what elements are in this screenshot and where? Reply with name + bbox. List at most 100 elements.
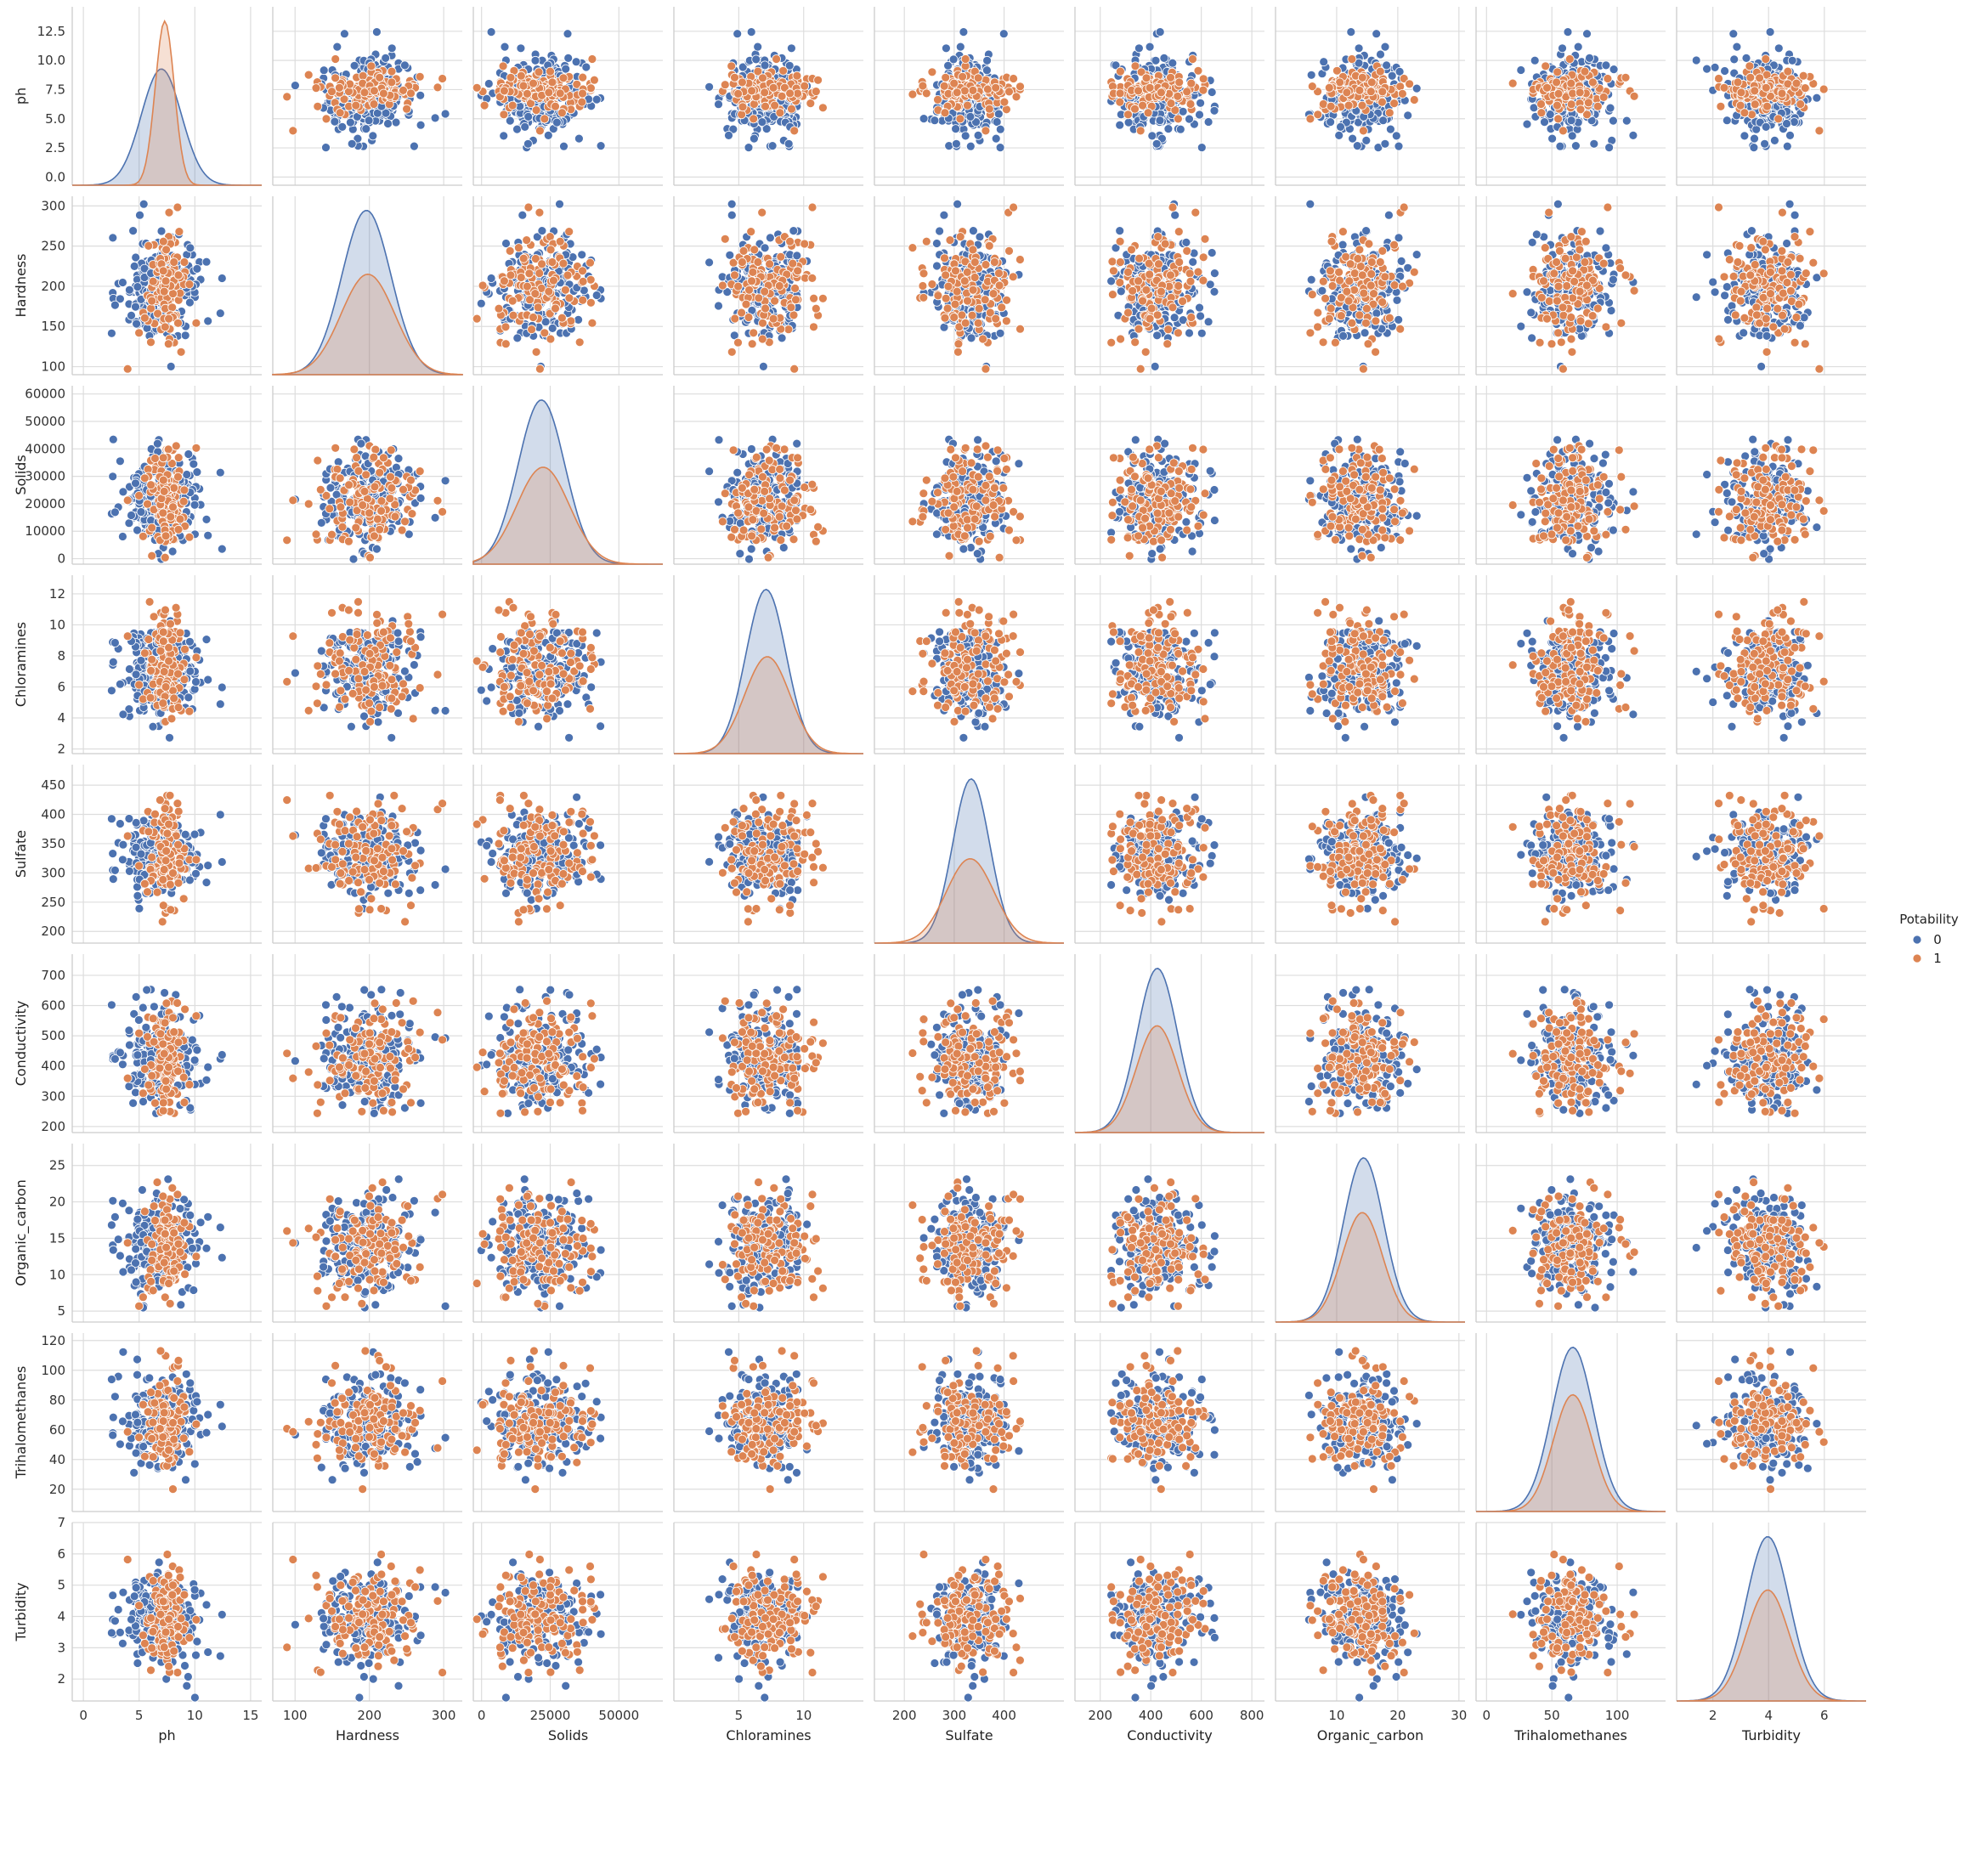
scatter-point xyxy=(561,64,571,74)
scatter-point xyxy=(757,334,767,344)
scatter-point xyxy=(955,42,965,52)
scatter-point xyxy=(807,202,817,212)
scatter-point xyxy=(1140,347,1151,357)
scatter-point xyxy=(547,323,557,333)
scatter-point xyxy=(1134,43,1144,54)
scatter-point xyxy=(574,337,585,348)
scatter-point xyxy=(941,72,951,82)
scatter-point xyxy=(586,257,595,268)
scatter-point xyxy=(770,296,779,306)
scatter-point xyxy=(1361,318,1371,328)
panel-ph-vs-Trihalomethanes xyxy=(1475,7,1666,186)
scatter-point xyxy=(1691,55,1701,65)
scatter-point xyxy=(1193,267,1203,277)
scatter-point xyxy=(506,72,516,82)
scatter-point xyxy=(1366,77,1377,88)
scatter-point xyxy=(994,268,1004,279)
scatter-point xyxy=(571,57,581,67)
scatter-point xyxy=(1344,296,1354,306)
scatter-point xyxy=(748,267,758,277)
scatter-point xyxy=(1375,257,1385,267)
scatter-point xyxy=(793,266,802,276)
scatter-point xyxy=(163,339,173,349)
scatter-point xyxy=(951,266,960,276)
scatter-point xyxy=(1146,303,1157,314)
scatter-point xyxy=(1398,281,1407,291)
scatter-point xyxy=(1151,138,1162,149)
scatter-point xyxy=(1361,135,1372,145)
scatter-point xyxy=(777,91,787,101)
scatter-point xyxy=(524,268,535,279)
kde-curve-1 xyxy=(72,19,262,186)
scatter-point xyxy=(1403,110,1413,121)
scatter-point xyxy=(578,88,587,99)
panel-ph-vs-Chloramines xyxy=(673,7,863,186)
scatter-point xyxy=(359,88,370,98)
scatter-point xyxy=(586,297,596,308)
scatter-point xyxy=(139,199,149,209)
scatter-point xyxy=(1566,78,1576,88)
scatter-point xyxy=(730,72,739,82)
scatter-point xyxy=(953,339,964,349)
scatter-point xyxy=(1364,239,1374,249)
scatter-point xyxy=(960,131,970,141)
scatter-point xyxy=(399,60,410,71)
scatter-point xyxy=(1015,82,1025,92)
scatter-point xyxy=(1174,281,1184,291)
scatter-point xyxy=(1582,29,1592,39)
scatter-point xyxy=(955,232,965,242)
scatter-point xyxy=(1755,73,1765,83)
scatter-point xyxy=(993,109,1004,119)
scatter-point xyxy=(965,141,976,151)
scatter-point xyxy=(574,133,584,144)
scatter-point xyxy=(1812,93,1822,103)
scatter-point xyxy=(1355,262,1366,271)
scatter-point xyxy=(159,286,169,297)
scatter-point xyxy=(1207,88,1217,97)
scatter-point xyxy=(1782,141,1792,151)
scatter-point xyxy=(1342,286,1352,297)
scatter-point xyxy=(982,65,992,76)
scatter-point xyxy=(1741,54,1751,63)
scatter-point xyxy=(942,303,953,314)
scatter-point xyxy=(1009,74,1018,83)
scatter-point xyxy=(555,236,565,246)
scatter-point xyxy=(332,42,342,52)
scatter-point xyxy=(1710,63,1720,72)
scatter-point xyxy=(1305,328,1315,338)
scatter-point xyxy=(1181,237,1191,247)
scatter-point xyxy=(321,143,331,153)
scatter-point xyxy=(217,274,227,283)
scatter-point xyxy=(590,75,599,85)
scatter-point xyxy=(1573,42,1583,52)
scatter-point xyxy=(1002,316,1011,326)
scatter-point xyxy=(720,80,730,90)
scatter-point xyxy=(1796,99,1806,109)
scatter-point xyxy=(1516,321,1526,331)
scatter-point xyxy=(1398,89,1407,99)
scatter-point xyxy=(1154,259,1163,269)
scatter-point xyxy=(129,261,139,271)
scatter-point xyxy=(789,364,800,374)
scatter-point xyxy=(523,111,534,121)
scatter-point xyxy=(1357,270,1367,280)
scatter-point xyxy=(1603,74,1613,83)
scatter-point xyxy=(1716,101,1726,111)
scatter-point xyxy=(520,121,530,132)
scatter-point xyxy=(1004,87,1014,97)
scatter-point xyxy=(486,274,496,283)
scatter-point xyxy=(727,210,737,220)
scatter-point xyxy=(959,86,970,96)
scatter-point xyxy=(486,27,496,37)
scatter-point xyxy=(1115,88,1125,99)
scatter-point xyxy=(164,207,174,218)
scatter-point xyxy=(1349,285,1359,295)
scatter-point xyxy=(1359,364,1368,374)
scatter-point xyxy=(747,276,756,286)
scatter-point xyxy=(1134,253,1144,263)
scatter-point xyxy=(998,29,1009,39)
scatter-point xyxy=(1188,54,1197,64)
scatter-point xyxy=(577,97,587,107)
scatter-point xyxy=(1732,42,1742,52)
scatter-point xyxy=(1163,339,1173,349)
